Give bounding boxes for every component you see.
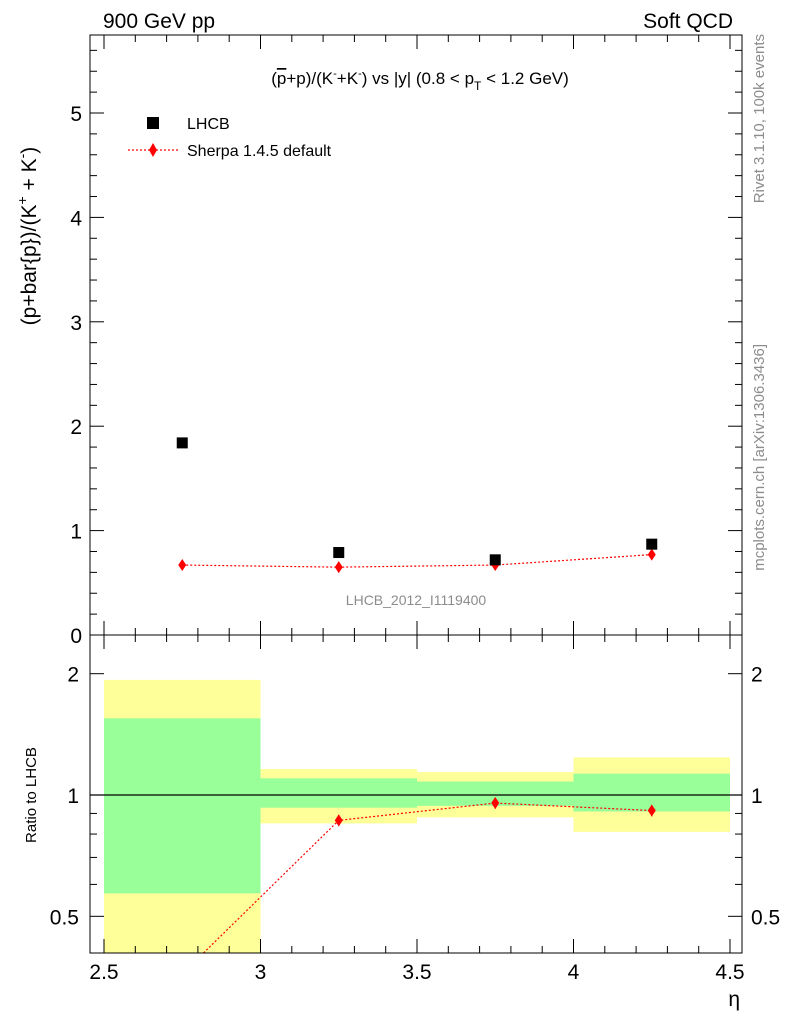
main-data-marks [176,437,658,574]
source-label: mcplots.cern.ch [arXiv:1306.3436] [751,344,768,571]
ratio-y-tick-labels: 0.5 0.5 1 1 2 2 [50,664,780,930]
ratio-panel-frame [89,634,743,954]
main-y-tick-label: 0 [70,625,82,648]
mc-line [182,554,652,568]
legend-mc-marker [149,143,157,157]
main-y-tick-label: 1 [70,521,82,544]
main-axis-ticks [90,35,742,636]
data-point [646,538,658,550]
ratio-mc-line [203,802,652,954]
main-panel: 0 1 2 3 4 5 (p+bar{p})/(K+ + K-) (p+p)/(K-+K-… [14,34,743,648]
ratio-panel: 0.5 0.5 1 1 2 2 2.5 3 3.5 4 4.5 Ratio to LHCB η [23,634,780,1011]
data-point [176,437,188,449]
ratio-bands [90,679,742,953]
ratio-x-tick-label: 4 [568,961,580,984]
ratio-y-tick-label-right: 1 [751,785,763,808]
ratio-y-tick-label-left: 1 [67,785,79,808]
ratio-x-tick-label: 4.5 [715,961,744,984]
legend: LHCB Sherpa 1.4.5 default [128,116,332,160]
ratio-x-tick-labels: 2.5 3 3.5 4 4.5 [89,961,744,984]
main-y-tick-label: 4 [70,207,82,230]
ratio-y-tick-label-left: 0.5 [50,906,79,929]
legend-mc-label: Sherpa 1.4.5 default [187,143,332,160]
ratio-band-inner [260,778,417,808]
ratio-x-tick-label: 2.5 [89,961,118,984]
ratio-y-tick-label-right: 2 [751,664,763,687]
ratio-y-axis-label: Ratio to LHCB [23,747,40,843]
ratio-axis-ticks [90,635,742,953]
main-y-axis-label: (p+bar{p})/(K+ + K-) [14,147,41,326]
main-y-tick-label: 5 [70,103,82,126]
legend-data-marker [147,117,159,129]
ratio-y-tick-label-left: 2 [67,664,79,687]
ratio-x-tick-label: 3 [255,961,267,984]
mc-point [334,561,343,574]
main-y-tick-label: 3 [70,312,82,335]
x-axis-label: η [728,988,740,1011]
mc-point [178,559,187,572]
ratio-mc-point [334,814,343,827]
main-y-tick-labels: 0 1 2 3 4 5 [70,103,82,648]
ratio-y-tick-label-right: 0.5 [751,906,780,929]
chart-title: (p+p)/(K-+K-) vs |y| (0.8 < pT < 1.2 GeV… [271,68,569,93]
data-point [333,547,345,559]
header-right: Soft QCD [643,10,733,33]
legend-data-label: LHCB [187,116,230,133]
header-left: 900 GeV pp [103,10,215,33]
mc-point [647,548,656,561]
ratio-mc-point [647,804,656,817]
data-point [489,554,501,566]
analysis-watermark: LHCB_2012_I1119400 [346,592,487,608]
ratio-band-inner [104,718,261,894]
rivet-label: Rivet 3.1.10, 100k events [751,34,768,203]
ratio-data-marks [203,797,656,954]
ratio-x-tick-label: 3.5 [402,961,431,984]
main-y-tick-label: 2 [70,416,82,439]
ratio-mc-point [491,797,500,810]
